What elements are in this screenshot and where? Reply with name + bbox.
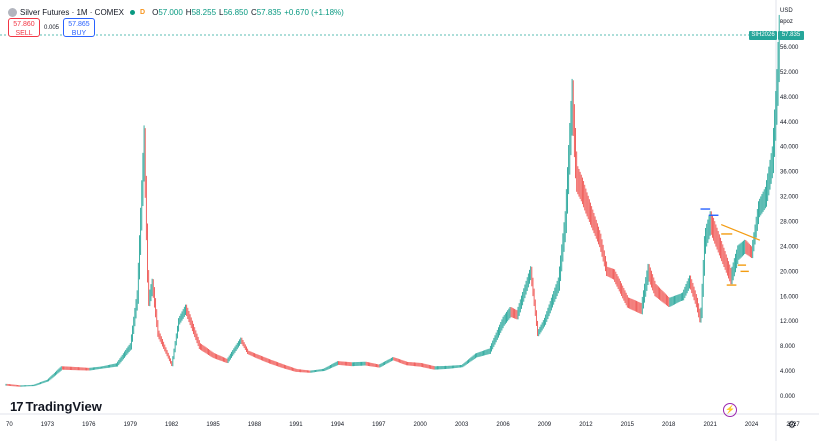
market-status-icon [130, 9, 136, 15]
currency-selector[interactable]: USD [780, 8, 793, 14]
x-tick-label: 2000 [414, 422, 428, 428]
y-tick-label: 20.000 [780, 269, 799, 275]
x-tick-label: 1991 [289, 422, 303, 428]
buy-price: 57.865 [68, 21, 90, 28]
x-tick-label: 2009 [538, 422, 552, 428]
y-tick-label: 48.000 [780, 95, 799, 101]
x-tick-label: 1994 [331, 422, 345, 428]
x-tick-label: 70 [6, 422, 13, 428]
x-tick-label: 2021 [703, 422, 717, 428]
y-tick-label: 56.000 [780, 45, 799, 51]
x-tick-label: 1985 [206, 422, 220, 428]
high-label: H [185, 7, 192, 17]
x-tick-label: 2018 [662, 422, 676, 428]
y-tick-label: 36.000 [780, 170, 799, 176]
y-tick-label: 4.000 [780, 369, 796, 375]
y-tick-label: 40.000 [780, 145, 799, 151]
x-tick-label: 1982 [165, 422, 179, 428]
y-tick-label: 44.000 [780, 120, 799, 126]
x-tick-label: 2003 [455, 422, 469, 428]
x-tick-label: 1997 [372, 422, 386, 428]
lightning-icon[interactable]: ⚡ [723, 403, 737, 417]
low-label: L [219, 7, 224, 17]
price-bars [5, 14, 780, 387]
time-axis[interactable]: 70 1973 1976 1979 1982 1985 1988 1991 1994 1997 20… [6, 422, 800, 428]
change-value: +0.670 (+1.18%) [284, 7, 344, 17]
y-tick-label: 8.000 [780, 344, 796, 350]
sell-button[interactable]: 57.860 SELL [8, 18, 40, 37]
x-tick-label: 1976 [82, 422, 96, 428]
symbol-title[interactable]: Silver Futures · 1M · COMEX [20, 7, 125, 17]
close-label: C [250, 7, 257, 17]
buy-label: BUY [71, 30, 87, 37]
x-tick-label: 2015 [621, 422, 635, 428]
sell-label: SELL [15, 30, 33, 37]
last-price-label: 57.835 [778, 31, 804, 40]
x-tick-label: 1988 [248, 422, 262, 428]
x-tick-label: 1973 [41, 422, 55, 428]
delayed-badge: D [140, 8, 146, 16]
x-tick-label: 1979 [124, 422, 138, 428]
unit-selector[interactable]: вроz [780, 19, 793, 25]
gear-icon[interactable]: ⚙ [787, 420, 797, 431]
tradingview-wordmark: TradingView [25, 399, 102, 414]
close-value: 57.835 [256, 7, 282, 17]
ticker-price-label: SIH2026 [749, 31, 777, 40]
drawings[interactable] [700, 208, 761, 286]
y-tick-label: 0.000 [780, 394, 796, 400]
y-tick-label: 16.000 [780, 294, 799, 300]
tradingview-logo[interactable]: 17 TradingView [10, 399, 102, 414]
sell-price: 57.860 [13, 21, 35, 28]
x-tick-label: 2006 [496, 422, 510, 428]
y-tick-label: 32.000 [780, 195, 799, 201]
low-value: 56.850 [223, 7, 248, 17]
open-value: 57.000 [158, 7, 183, 17]
open-label: O [152, 7, 159, 17]
y-tick-label: 52.000 [780, 70, 799, 76]
x-tick-label: 2012 [579, 422, 593, 428]
y-tick-label: 24.000 [780, 244, 799, 250]
buy-button[interactable]: 57.865 BUY [63, 18, 95, 37]
silver-symbol-icon [8, 7, 17, 17]
tradingview-mark-icon: 17 [10, 399, 24, 414]
high-value: 58.255 [191, 7, 217, 17]
x-tick-label: 2027 [786, 422, 800, 428]
y-tick-label: 28.000 [780, 220, 799, 226]
x-tick-label: 2024 [745, 422, 759, 428]
y-tick-label: 12.000 [780, 319, 799, 325]
spread-value: 0.005 [44, 25, 60, 31]
trend-line[interactable] [720, 224, 761, 241]
symbol-legend[interactable]: Silver Futures · 1M · COMEX D O 57.000 H… [8, 5, 344, 19]
price-axis[interactable]: 0.000 4.000 8.000 12.000 16.000 20.000 24.000 2… [780, 45, 799, 400]
